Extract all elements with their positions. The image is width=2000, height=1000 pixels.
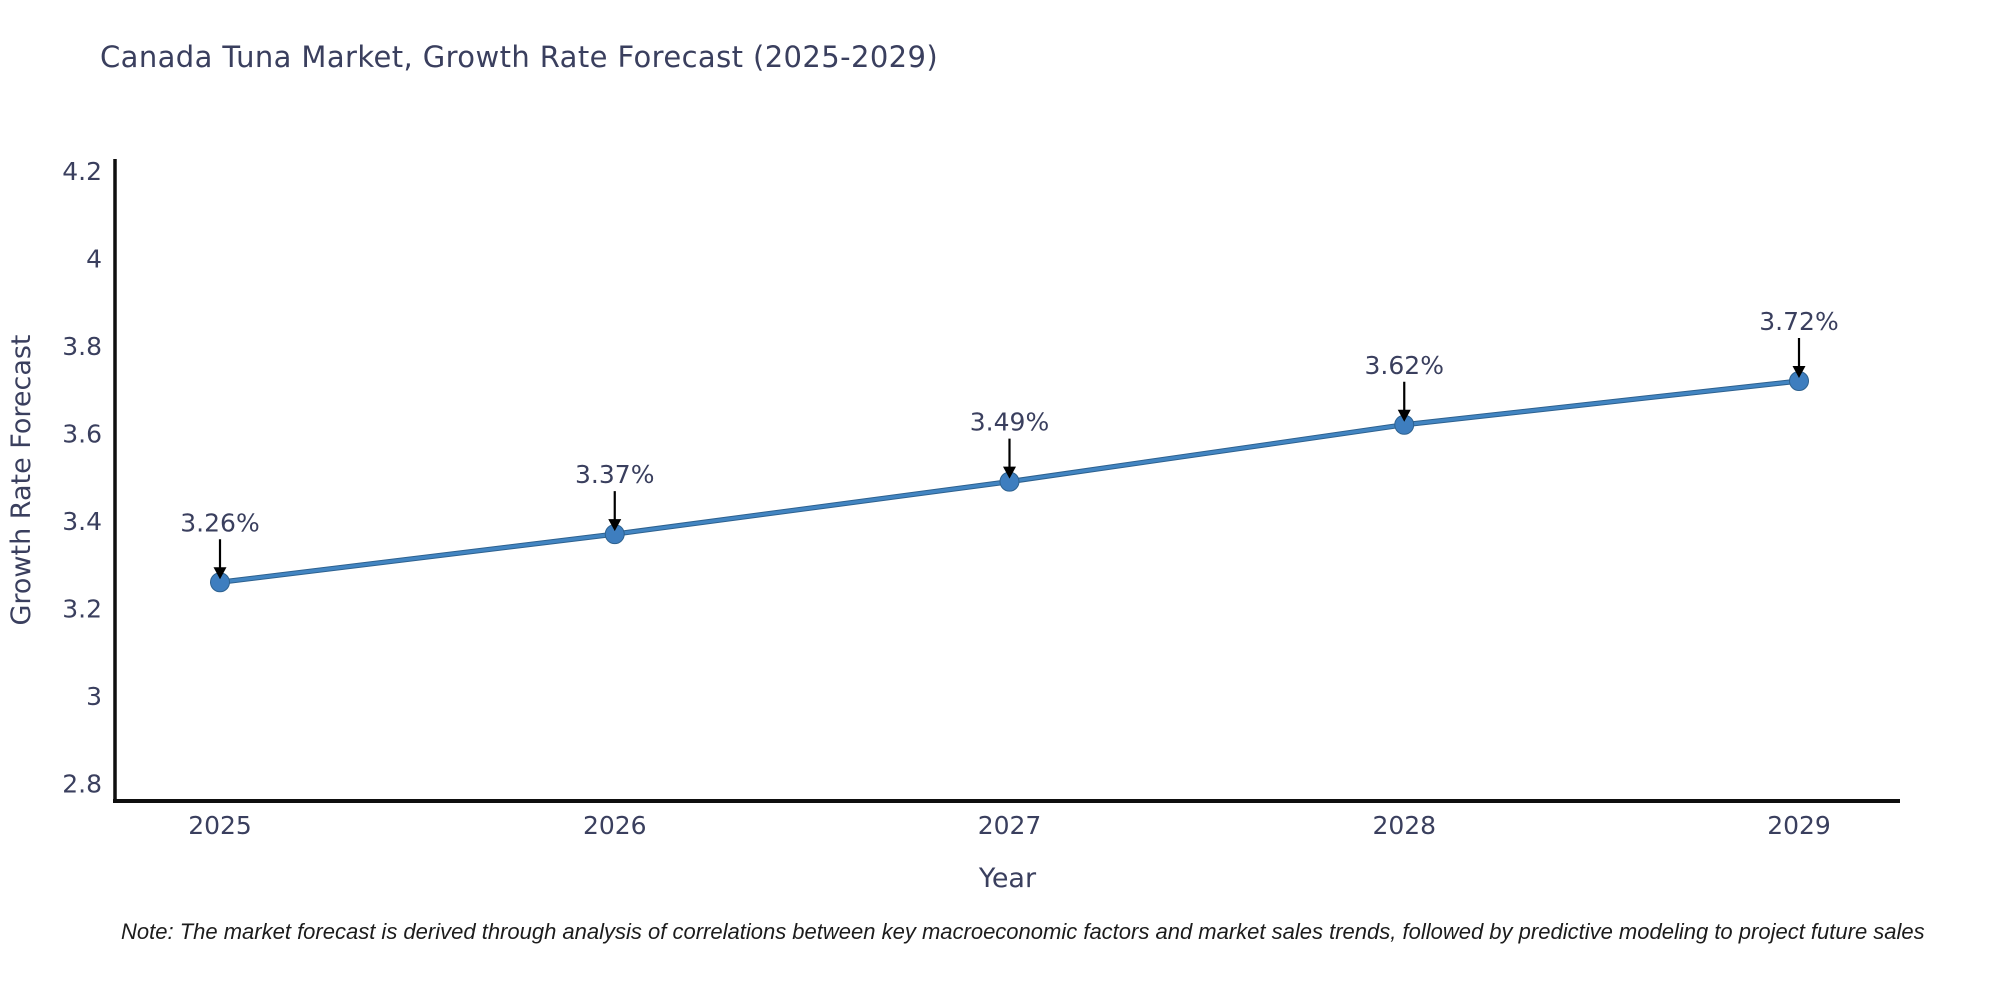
chart-title: Canada Tuna Market, Growth Rate Forecast… xyxy=(100,40,939,74)
y-tick-label: 3.2 xyxy=(62,595,102,624)
point-value-label: 3.49% xyxy=(970,408,1049,437)
x-tick-label: 2029 xyxy=(1767,811,1831,840)
annotation-arrowhead-icon xyxy=(1003,466,1016,479)
y-tick-label: 4.2 xyxy=(62,157,102,186)
y-tick-label: 3.4 xyxy=(62,507,102,536)
annotation-arrowhead-icon xyxy=(1792,366,1806,378)
y-tick-label: 3.8 xyxy=(62,332,102,361)
point-value-label: 3.37% xyxy=(575,460,654,489)
x-tick-label: 2025 xyxy=(188,811,252,840)
annotation-arrowhead-icon xyxy=(1397,409,1411,422)
point-value-label: 3.62% xyxy=(1365,351,1444,380)
y-axis-title: Growth Rate Forecast xyxy=(6,334,37,625)
x-axis-title: Year xyxy=(978,863,1037,894)
y-tick-label: 3 xyxy=(86,682,102,711)
point-value-label: 3.72% xyxy=(1759,307,1838,336)
y-tick-label: 3.6 xyxy=(62,420,102,449)
x-tick-label: 2026 xyxy=(583,811,647,840)
y-tick-label: 4 xyxy=(86,245,102,274)
annotation-arrowhead-icon xyxy=(213,567,227,580)
y-tick-label: 2.8 xyxy=(62,770,102,799)
footnote: Note: The market forecast is derived thr… xyxy=(121,919,1925,944)
x-tick-label: 2028 xyxy=(1372,811,1436,840)
x-tick-label: 2027 xyxy=(978,811,1042,840)
annotation-arrowhead-icon xyxy=(608,519,622,532)
point-value-label: 3.26% xyxy=(180,508,259,537)
